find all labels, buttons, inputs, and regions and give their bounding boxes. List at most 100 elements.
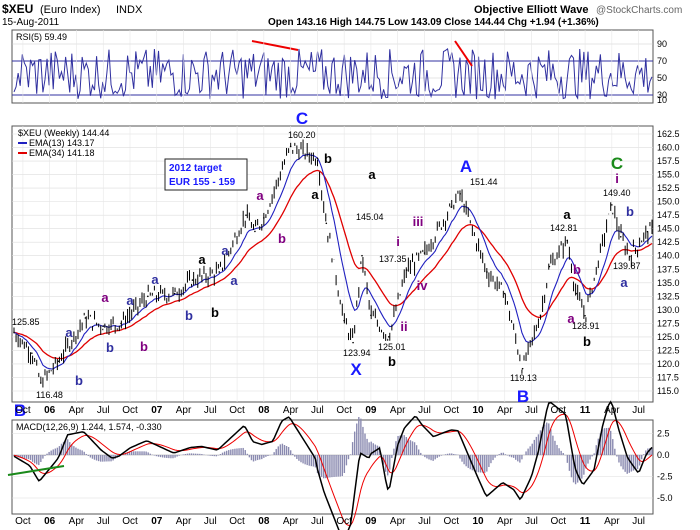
wave-label: b bbox=[211, 305, 219, 320]
price-point bbox=[539, 314, 542, 317]
price-point bbox=[450, 206, 453, 208]
x-tick-label: Jul bbox=[418, 405, 431, 416]
price-panel bbox=[11, 125, 654, 403]
chart-index-name: (Euro Index) bbox=[40, 4, 101, 16]
price-tick: 147.5 bbox=[657, 210, 680, 220]
ema34-line bbox=[13, 169, 653, 360]
price-point bbox=[352, 341, 354, 344]
x-tick-label: Apr bbox=[604, 516, 620, 527]
wave-big-label: C bbox=[611, 154, 623, 173]
x-tick-label: Oct bbox=[443, 516, 459, 527]
price-point bbox=[370, 314, 372, 317]
price-point bbox=[423, 252, 426, 254]
x-tick-label: Apr bbox=[497, 516, 513, 527]
price-point bbox=[575, 292, 577, 295]
wave-label: b bbox=[324, 151, 332, 166]
x-tick-label: Apr bbox=[69, 516, 85, 527]
price-tick: 150.0 bbox=[657, 197, 680, 207]
price-point bbox=[459, 193, 461, 195]
price-points bbox=[13, 145, 649, 384]
macd-tick: 2.5 bbox=[657, 429, 670, 439]
wave-big-label: B bbox=[14, 401, 26, 420]
x-tick-label: Jul bbox=[632, 516, 645, 527]
price-point bbox=[405, 269, 408, 271]
wave-label: i bbox=[615, 171, 619, 186]
price-annotation: 145.04 bbox=[356, 212, 384, 222]
macd-tick: -2.5 bbox=[657, 472, 673, 482]
price-annotation: 125.01 bbox=[378, 342, 406, 352]
price-tick: 140.0 bbox=[657, 251, 680, 261]
price-point bbox=[325, 222, 328, 225]
x-tick-label: 09 bbox=[365, 405, 377, 416]
price-point bbox=[548, 265, 551, 268]
price-point bbox=[289, 145, 292, 148]
price-tick: 142.5 bbox=[657, 237, 680, 247]
price-tick: 160.0 bbox=[657, 143, 680, 153]
x-tick-label: 07 bbox=[151, 516, 163, 527]
price-point bbox=[31, 352, 33, 354]
price-point bbox=[619, 236, 622, 238]
wave-label: a bbox=[230, 273, 238, 288]
wave-big-label: X bbox=[350, 360, 362, 379]
wave-label: b bbox=[626, 204, 634, 219]
price-annotation: 128.91 bbox=[572, 321, 600, 331]
x-tick-label: Jul bbox=[525, 405, 538, 416]
x-tick-label: 08 bbox=[258, 516, 270, 527]
wave-label: a bbox=[620, 275, 628, 290]
price-point bbox=[628, 255, 631, 258]
price-tick: 132.5 bbox=[657, 291, 680, 301]
price-annotation: 142.81 bbox=[550, 223, 578, 233]
target-line2: EUR 155 - 159 bbox=[169, 177, 236, 188]
price-point bbox=[191, 279, 194, 281]
price-point bbox=[486, 271, 488, 273]
price-point bbox=[102, 325, 105, 327]
price-tick: 115.0 bbox=[657, 386, 679, 396]
price-tick: 120.0 bbox=[657, 359, 680, 369]
price-tick: 155.0 bbox=[657, 170, 680, 180]
price-point bbox=[263, 217, 265, 219]
price-annotation: 119.13 bbox=[510, 373, 537, 383]
price-point bbox=[316, 157, 319, 160]
x-tick-label: Jul bbox=[97, 405, 110, 416]
x-tick-label: Oct bbox=[229, 405, 245, 416]
price-tick: 130.0 bbox=[657, 305, 680, 315]
price-tick: 157.5 bbox=[657, 156, 680, 166]
price-tick: 145.0 bbox=[657, 224, 680, 234]
x-tick-label: Oct bbox=[122, 516, 138, 527]
target-box bbox=[164, 158, 248, 191]
price-annotation: 137.35 bbox=[379, 254, 407, 264]
wave-label: b bbox=[140, 339, 148, 354]
macd-tick: -5.0 bbox=[657, 493, 673, 503]
price-point bbox=[147, 295, 149, 298]
price-point bbox=[13, 331, 15, 334]
macd-line bbox=[13, 400, 653, 530]
price-point bbox=[254, 230, 256, 233]
x-tick-label: Apr bbox=[176, 405, 192, 416]
rsi-tick: 50 bbox=[657, 73, 667, 83]
price-point bbox=[39, 382, 42, 384]
rsi-tick: 10 bbox=[657, 95, 667, 105]
price-point bbox=[646, 230, 649, 233]
ema34-legend: EMA(34) 141.18 bbox=[29, 148, 95, 158]
price-point bbox=[521, 367, 524, 370]
price-point bbox=[173, 292, 176, 295]
x-tick-label: Jul bbox=[311, 516, 324, 527]
price-point bbox=[343, 319, 345, 322]
rsi-line bbox=[13, 47, 653, 100]
rsi-tick: 70 bbox=[657, 56, 667, 66]
target-line1: 2012 target bbox=[169, 163, 222, 174]
price-annotation: 149.40 bbox=[603, 188, 631, 198]
price-point bbox=[84, 317, 87, 319]
x-tick-label: 09 bbox=[365, 516, 377, 527]
wave-big-labels: C X A B B C bbox=[14, 109, 623, 420]
x-tick-label: 11 bbox=[580, 405, 591, 416]
wave-label: a bbox=[563, 207, 571, 222]
x-tick-label: Oct bbox=[443, 405, 459, 416]
wave-label: a bbox=[567, 311, 575, 326]
price-annotation: 139.87 bbox=[613, 261, 641, 271]
x-tick-label: Apr bbox=[283, 516, 299, 527]
x-tick-label: Jul bbox=[204, 516, 217, 527]
ema13-line bbox=[13, 153, 653, 370]
